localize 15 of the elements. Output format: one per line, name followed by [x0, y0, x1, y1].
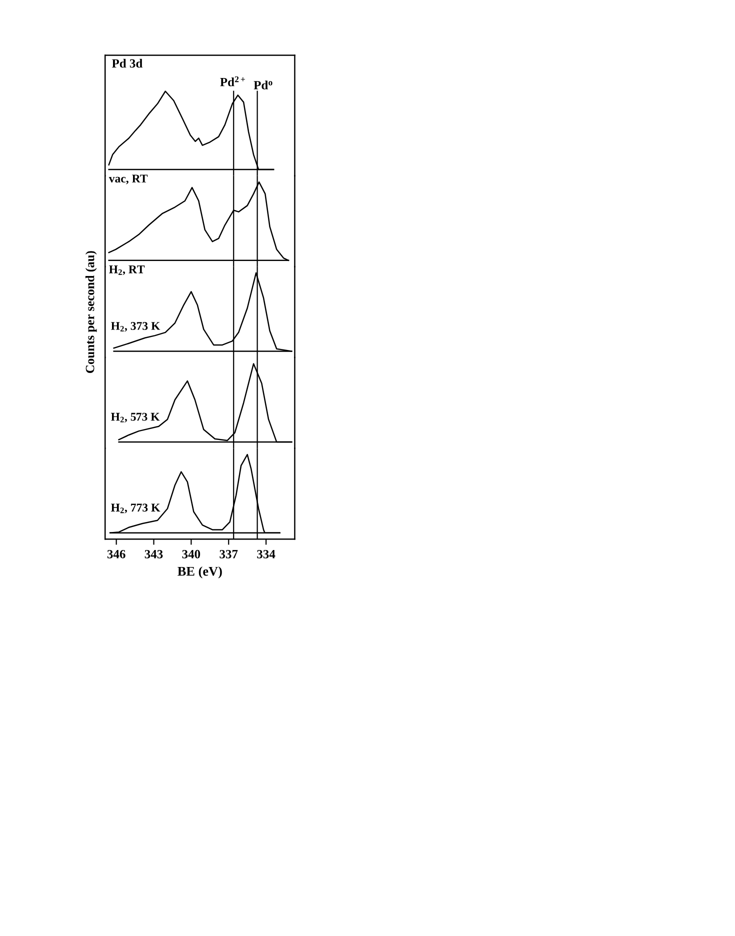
series-label: vac, RT [108, 174, 148, 184]
x-axis-title: BE (eV) [178, 566, 222, 578]
series-label: H$_{2}$, 573 K [110, 412, 160, 422]
x-tick-label: 343 [144, 550, 163, 558]
x-tick-label: 337 [220, 550, 238, 558]
series-label: H$_{2}$, 773 K [110, 504, 160, 514]
series-label: H$_{2}$, 373 K [110, 322, 160, 332]
ref-line-label: Pd$^{o}$ [254, 80, 272, 90]
chart-title: Pd 3d [112, 58, 143, 68]
x-tick-label: 340 [182, 550, 200, 558]
x-tick-label: 334 [257, 550, 276, 558]
series-label: H$_{2}$, RT [109, 265, 145, 276]
x-tick-label: 346 [107, 550, 126, 558]
ref-line-label: Pd$^{2+}$ [220, 76, 245, 86]
y-axis-title: Counts per second (au) [85, 251, 97, 373]
